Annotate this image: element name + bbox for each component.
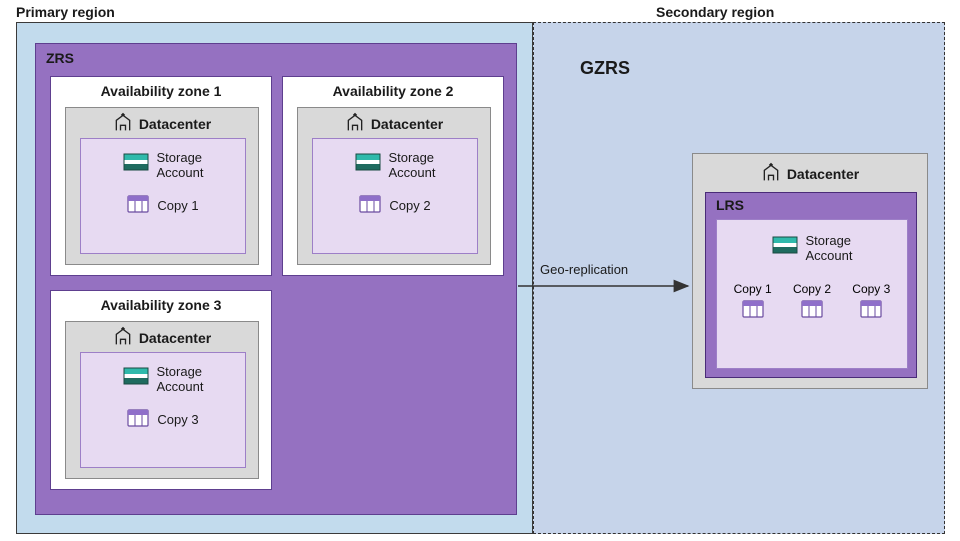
az2-storage-account-label: Storage Account xyxy=(389,151,436,181)
copy-icon xyxy=(127,195,149,216)
zrs-label: ZRS xyxy=(46,50,74,66)
datacenter-icon xyxy=(761,162,781,185)
az3-datacenter-label: Datacenter xyxy=(139,330,211,346)
az1-storage-account-label: Storage Account xyxy=(157,151,204,181)
datacenter-icon xyxy=(345,112,365,135)
diagram-canvas: Primary region Secondary region ZRS Avai… xyxy=(0,0,960,541)
secondary-region-label: Secondary region xyxy=(656,4,774,20)
az2-inner-box: Storage Account Copy 2 xyxy=(312,138,478,254)
az3-inner-box: Storage Account Copy 3 xyxy=(80,352,246,468)
storage-account-icon xyxy=(123,153,149,178)
geo-replication-label: Geo-replication xyxy=(540,262,628,277)
lrs-copy1-label: Copy 1 xyxy=(734,282,772,296)
gzrs-title: GZRS xyxy=(580,58,630,79)
lrs-copy-2: Copy 2 xyxy=(793,282,831,318)
lrs-copy-3: Copy 3 xyxy=(852,282,890,318)
copy-icon xyxy=(801,300,823,318)
copy-icon xyxy=(359,195,381,216)
az1-datacenter: Datacenter Storage Account xyxy=(65,107,259,265)
lrs-copy2-label: Copy 2 xyxy=(793,282,831,296)
az1-datacenter-label: Datacenter xyxy=(139,116,211,132)
copy-icon xyxy=(860,300,882,318)
az3-datacenter: Datacenter Storage Account xyxy=(65,321,259,479)
az3-copy-label: Copy 3 xyxy=(157,412,198,427)
copy-icon xyxy=(127,409,149,430)
storage-account-icon xyxy=(355,153,381,178)
zrs-box: ZRS Availability zone 1 Datacenter xyxy=(35,43,517,515)
storage-account-icon xyxy=(772,236,798,261)
az1-copy-label: Copy 1 xyxy=(157,198,198,213)
lrs-label: LRS xyxy=(716,197,744,213)
lrs-copy3-label: Copy 3 xyxy=(852,282,890,296)
az2-datacenter-label: Datacenter xyxy=(371,116,443,132)
lrs-inner-box: Storage Account Copy 1 Copy 2 Copy 3 xyxy=(716,219,908,369)
az2-datacenter: Datacenter Storage Account xyxy=(297,107,491,265)
lrs-copy-1: Copy 1 xyxy=(734,282,772,318)
primary-region-label: Primary region xyxy=(16,4,115,20)
availability-zone-2: Availability zone 2 Datacenter xyxy=(282,76,504,276)
lrs-box: LRS Storage Account Copy 1 xyxy=(705,192,917,378)
availability-zone-3: Availability zone 3 Datacenter xyxy=(50,290,272,490)
secondary-datacenter-label: Datacenter xyxy=(787,166,859,182)
storage-account-icon xyxy=(123,367,149,392)
az1-inner-box: Storage Account Copy 1 xyxy=(80,138,246,254)
az3-title: Availability zone 3 xyxy=(51,291,271,317)
az3-storage-account-label: Storage Account xyxy=(157,365,204,395)
datacenter-icon xyxy=(113,326,133,349)
lrs-storage-account-label: Storage Account xyxy=(806,234,853,264)
az2-title: Availability zone 2 xyxy=(283,77,503,103)
availability-zone-1: Availability zone 1 Datacenter xyxy=(50,76,272,276)
secondary-datacenter: Datacenter LRS Storage Account Copy 1 xyxy=(692,153,928,389)
az2-copy-label: Copy 2 xyxy=(389,198,430,213)
secondary-region-box: Datacenter LRS Storage Account Copy 1 xyxy=(533,22,945,534)
copy-icon xyxy=(742,300,764,318)
az1-title: Availability zone 1 xyxy=(51,77,271,103)
datacenter-icon xyxy=(113,112,133,135)
primary-region-box: ZRS Availability zone 1 Datacenter xyxy=(16,22,533,534)
